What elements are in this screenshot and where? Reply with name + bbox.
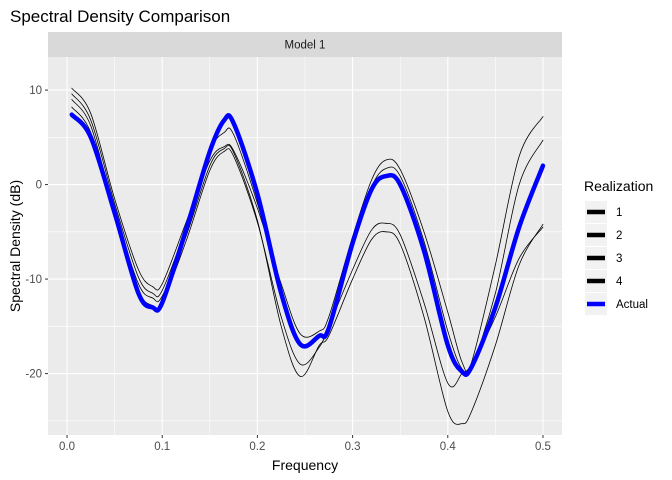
x-tick-label: 0.2: [249, 441, 265, 453]
facet-strip: [48, 32, 562, 57]
series-line-actual: [69, 112, 546, 377]
y-tick-label: -10: [25, 274, 42, 286]
x-tick-label: 0.5: [535, 441, 551, 453]
x-tick-label: 0.4: [440, 441, 457, 453]
legend-label: Actual: [616, 299, 648, 311]
y-tick-label: -20: [25, 369, 42, 381]
x-axis-title: Frequency: [272, 457, 338, 473]
y-tick-label: 10: [29, 85, 42, 97]
x-tick-label: 0.1: [154, 441, 170, 453]
legend-label: 3: [616, 253, 622, 265]
series-line-realization-3: [71, 99, 544, 425]
legend-label: 2: [616, 230, 622, 242]
x-tick-label: 0.0: [59, 441, 75, 453]
y-axis-title: Spectral Density (dB): [7, 180, 23, 312]
legend-title: Realization: [584, 178, 653, 194]
series-layer: [69, 87, 546, 425]
x-tick-label: 0.3: [345, 441, 361, 453]
y-tick-label: 0: [36, 180, 42, 192]
axis-ticks: 0.0 0.1 0.2 0.3 0.4 0.5 -20 -10 0 10: [25, 85, 551, 453]
series-line-realization-1: [71, 87, 544, 373]
legend: Realization 1 2 3 4 Actual: [584, 178, 653, 315]
legend-label: 1: [616, 207, 622, 219]
chart-title: Spectral Density Comparison: [10, 7, 230, 26]
legend-label: 4: [616, 276, 623, 288]
facet-strip-label: Model 1: [285, 40, 326, 52]
